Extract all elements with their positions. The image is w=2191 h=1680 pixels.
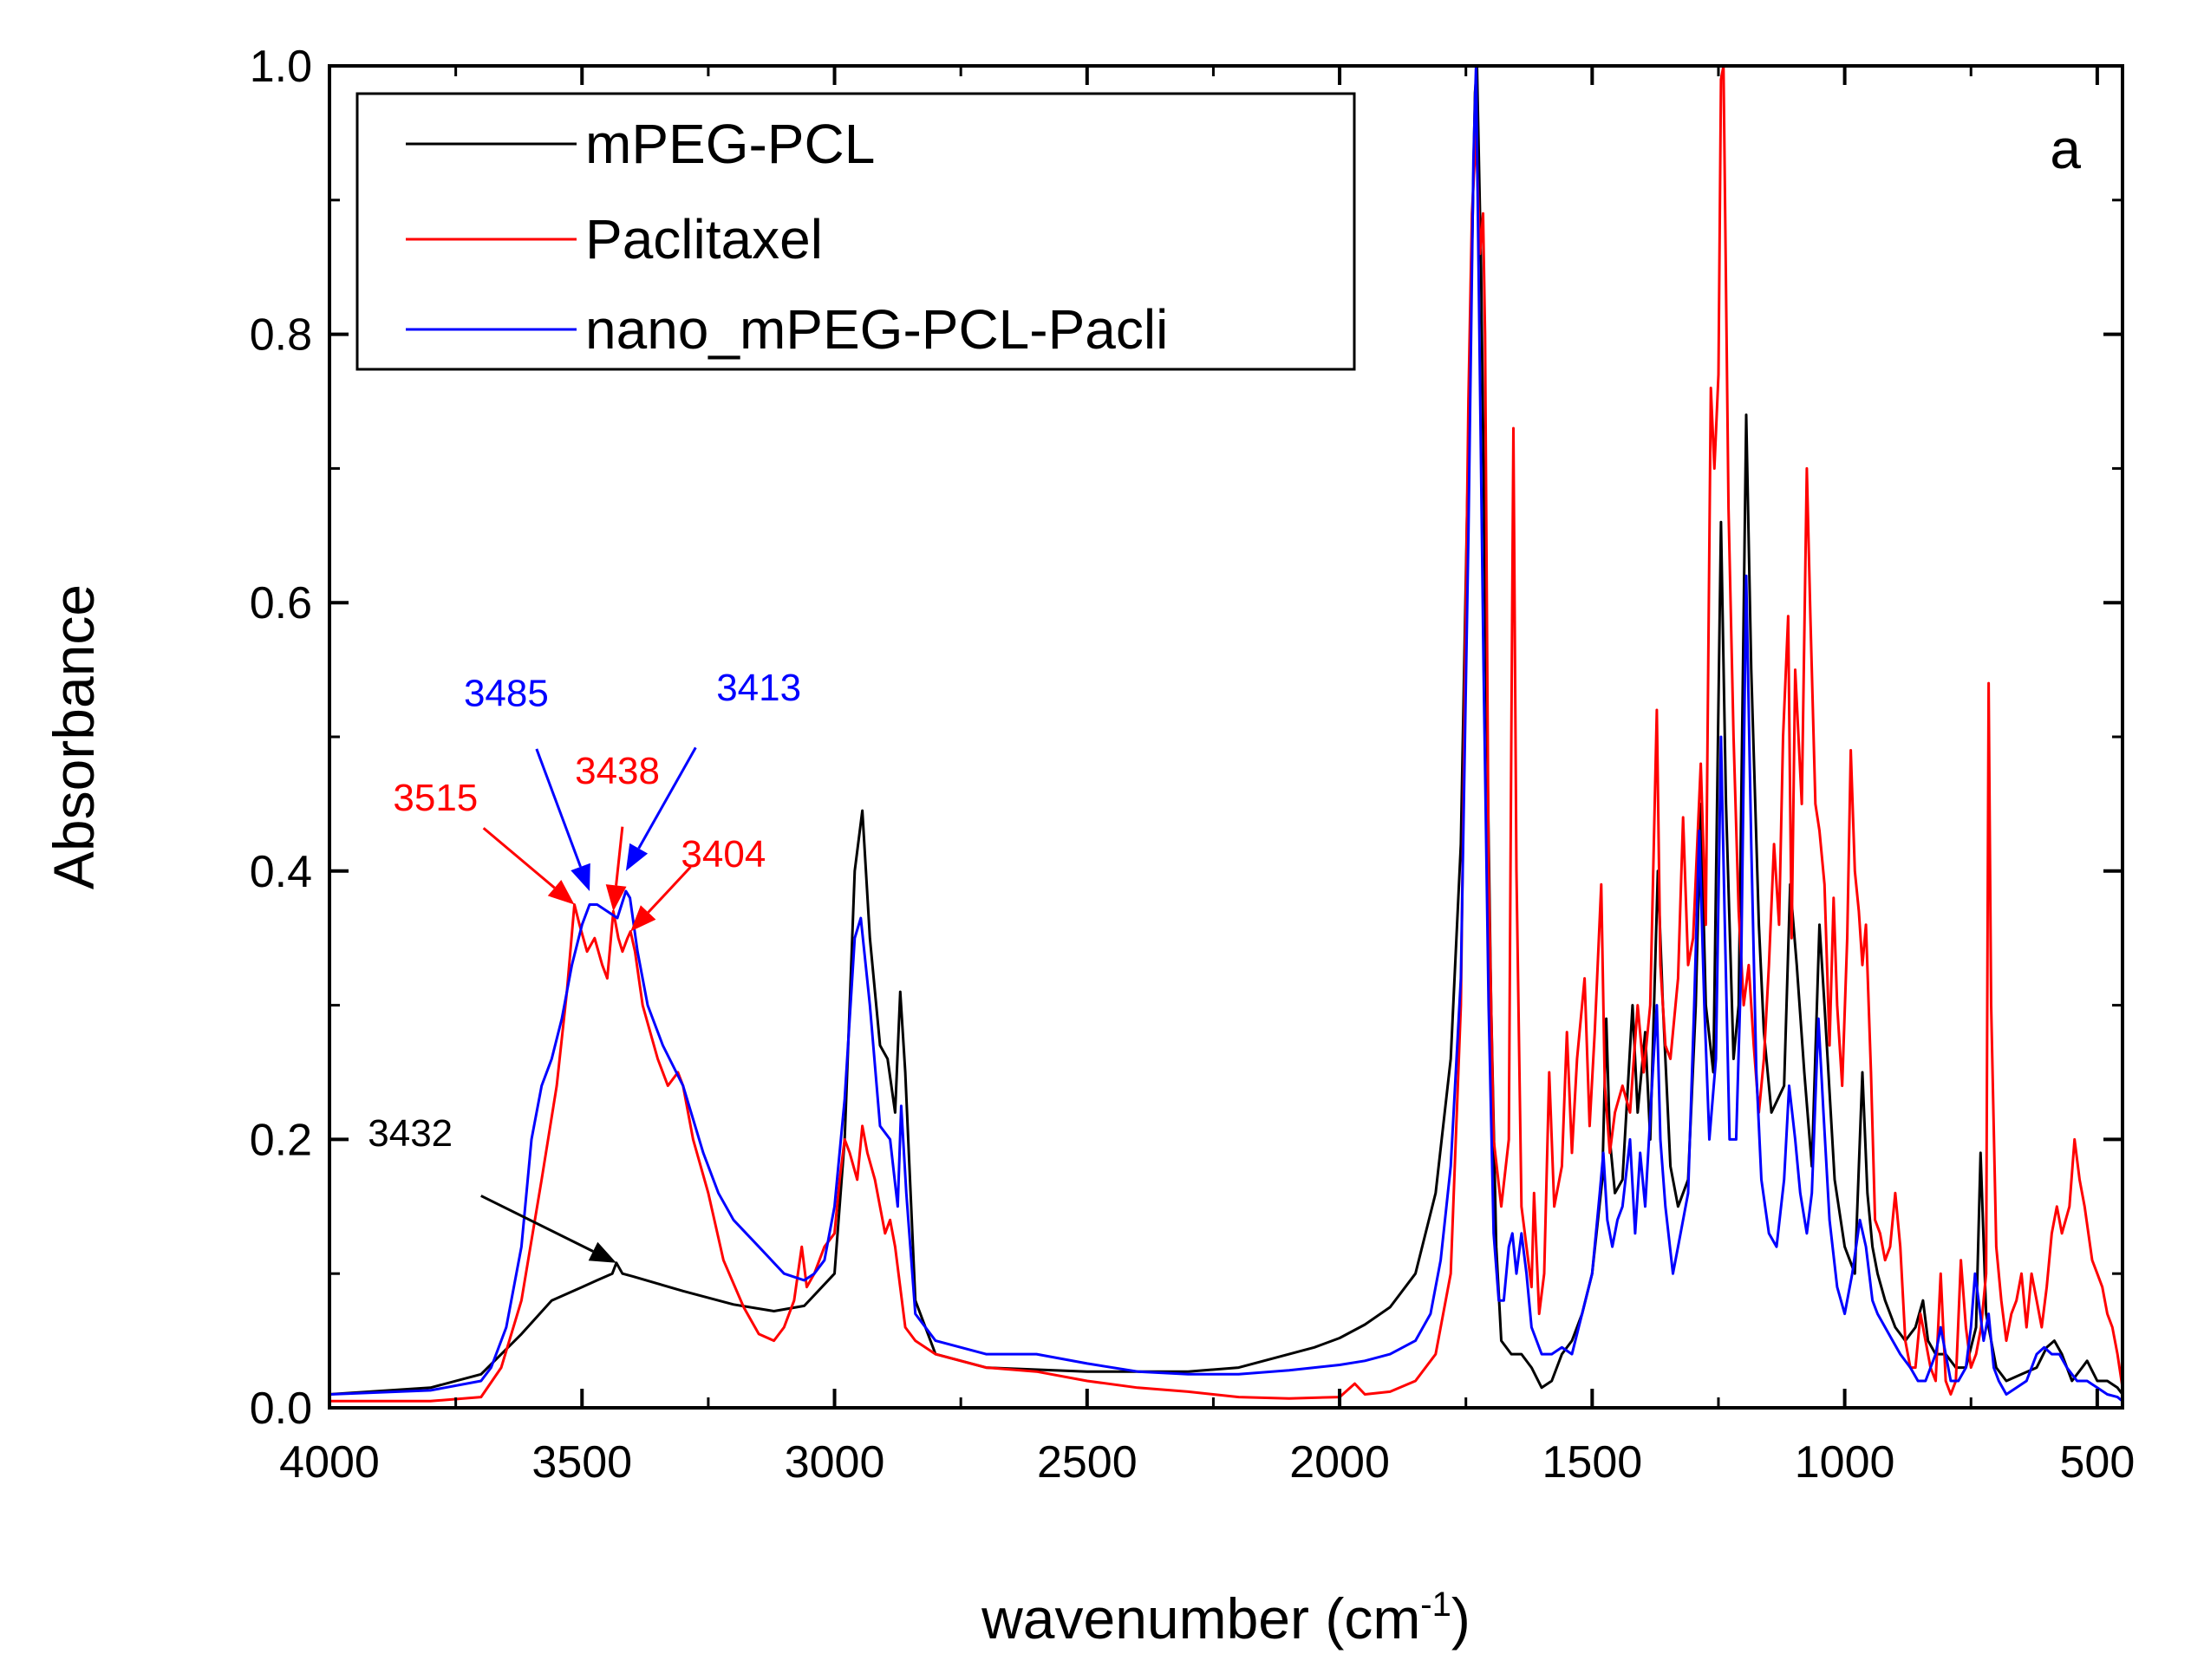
series-line-mpeg-pcl (329, 66, 2123, 1396)
tick-layer: 4000 3500 3000 2500 2000 1500 1000 500 0.0 0.2 0.4… (250, 42, 2136, 1488)
annotation-arrow-3413 (637, 746, 697, 850)
x-tick-label: 4000 (279, 1437, 380, 1488)
y-tick-label: 1.0 (250, 42, 312, 92)
annotation-arrow-3485 (535, 748, 582, 868)
panel-label: a (2050, 118, 2081, 180)
annotation-label-3404: 3404 (681, 833, 766, 876)
y-tick-label: 0.4 (250, 847, 312, 897)
y-tick-label: 0.2 (250, 1115, 312, 1165)
series-line-paclitaxel (329, 66, 2123, 1403)
annotation-arrow-3404 (647, 866, 692, 914)
annotation-arrow-3432 (480, 1195, 594, 1253)
annotation-label-3485: 3485 (464, 672, 549, 714)
y-tick-label: 0.0 (250, 1384, 312, 1434)
x-axis-title-text: wavenumber (981, 1586, 1309, 1651)
legend-label-paclitaxel: Paclitaxel (585, 208, 823, 270)
series-layer (329, 66, 2123, 1403)
annotation-label-3413: 3413 (716, 667, 801, 709)
annotation-arrowhead-3432 (588, 1241, 616, 1263)
legend-label-nano-mpeg-pcl-pacli: nano_mPEG-PCL-Pacli (585, 298, 1168, 361)
annotation-arrowhead-3438 (605, 884, 627, 912)
annotation-arrow-3515 (482, 827, 556, 889)
x-axis-unit-open: ( (1325, 1586, 1344, 1651)
x-tick-label: 1000 (1795, 1437, 1895, 1488)
legend-box (355, 92, 1356, 371)
x-tick-label: 2500 (1037, 1437, 1138, 1488)
x-axis-unit-close: ) (1451, 1586, 1470, 1651)
y-tick-label: 0.6 (250, 578, 312, 628)
x-axis-unit-exponent: -1 (1420, 1586, 1451, 1624)
series-line-nano-mpeg-pcl-pacli (329, 66, 2123, 1403)
annotation-label-3515: 3515 (393, 777, 478, 819)
annotation-arrow-3438 (615, 826, 624, 886)
y-axis-title: Absorbance (42, 584, 106, 889)
annotation-label-3432: 3432 (368, 1112, 453, 1155)
x-tick-label: 3000 (785, 1437, 885, 1488)
y-tick-label: 0.8 (250, 310, 312, 361)
annotation-arrowhead-3485 (571, 863, 590, 891)
x-axis-unit-base: cm (1344, 1586, 1420, 1651)
annotation-arrowhead-3404 (630, 905, 656, 932)
legend: mPEG-PCL Paclitaxel nano_mPEG-PCL-Pacli (355, 92, 1356, 371)
annotation-arrowhead-3413 (625, 843, 649, 871)
annotation-arrowhead-3515 (547, 880, 575, 905)
x-axis-title: wavenumber (cm-1) (981, 1586, 1470, 1651)
x-tick-label: 2000 (1289, 1437, 1390, 1488)
annotation-label-3438: 3438 (575, 750, 660, 792)
legend-label-mpeg-pcl: mPEG-PCL (585, 113, 875, 175)
x-tick-label: 500 (2059, 1437, 2135, 1488)
x-tick-label: 3500 (531, 1437, 632, 1488)
annotation-layer: 3432 3515 3485 3438 3413 3404 (368, 667, 801, 1263)
x-tick-label: 1500 (1542, 1437, 1642, 1488)
